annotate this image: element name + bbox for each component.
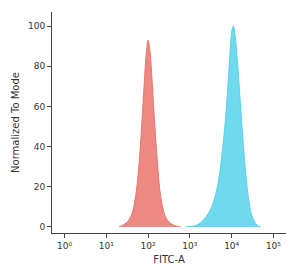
svg-text:10⁴: 10⁴ bbox=[224, 241, 239, 251]
svg-text:10⁰: 10⁰ bbox=[57, 241, 72, 251]
svg-text:10¹: 10¹ bbox=[99, 241, 114, 251]
svg-text:100: 100 bbox=[28, 21, 45, 31]
svg-text:FITC-A: FITC-A bbox=[153, 254, 185, 265]
svg-text:60: 60 bbox=[34, 102, 46, 112]
svg-text:10⁵: 10⁵ bbox=[266, 241, 281, 251]
svg-text:Normalized To Mode: Normalized To Mode bbox=[10, 72, 21, 173]
svg-text:80: 80 bbox=[34, 61, 46, 71]
svg-text:20: 20 bbox=[34, 182, 46, 192]
svg-text:0: 0 bbox=[39, 222, 45, 232]
svg-text:10²: 10² bbox=[141, 241, 156, 251]
svg-text:40: 40 bbox=[34, 142, 46, 152]
svg-text:10³: 10³ bbox=[182, 241, 197, 251]
